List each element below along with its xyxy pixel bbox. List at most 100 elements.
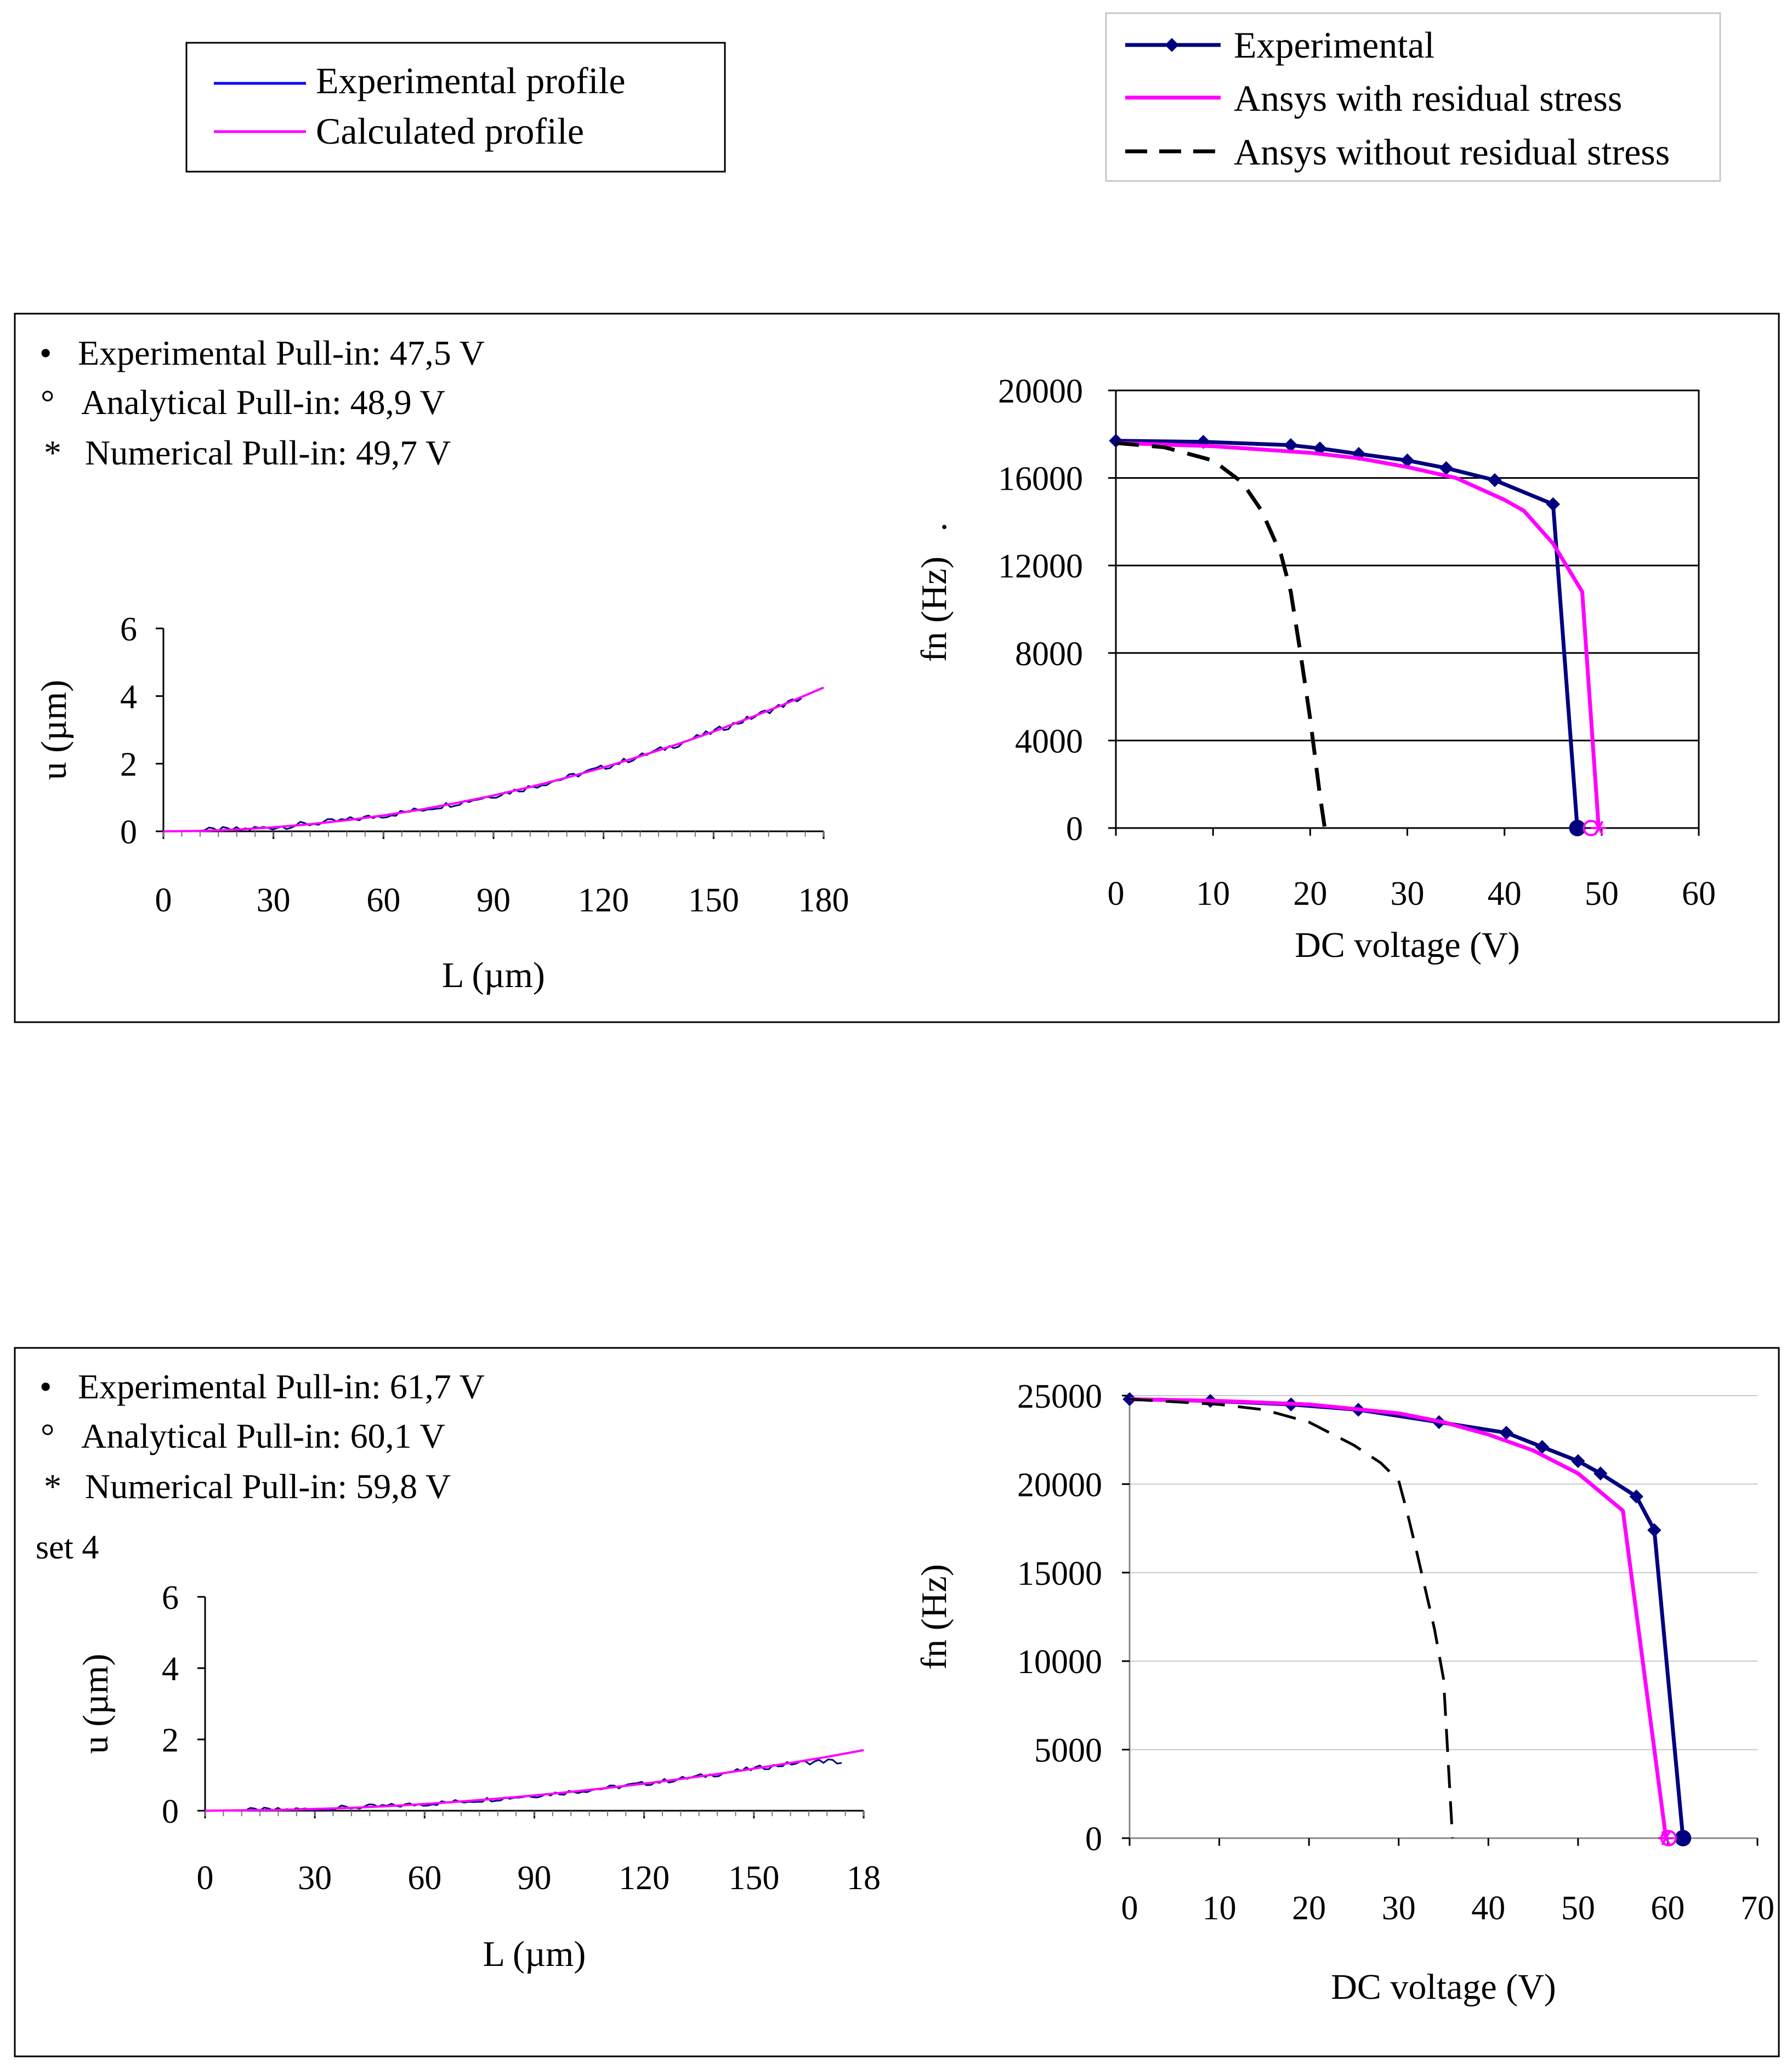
data-point-diamond — [1109, 434, 1123, 448]
y-tick-label: 6 — [120, 611, 137, 648]
pull-in-bullet: • — [39, 333, 52, 372]
frequency-legend-marker-0 — [1165, 38, 1179, 52]
x-tick-label: 10 — [1203, 1890, 1237, 1927]
frequency-legend-box — [1105, 12, 1721, 182]
y-tick-label: 15000 — [1017, 1555, 1102, 1592]
frequency-legend: Experimental Ansys with residual stress … — [1105, 12, 1721, 182]
series-line-ansys-with-residual-stress — [1129, 1397, 1668, 1839]
y-axis-label: u (µm) — [76, 1654, 116, 1754]
y-tick-label: 5000 — [1034, 1732, 1102, 1770]
data-point-diamond — [1535, 1439, 1550, 1454]
x-tick-label: 60 — [1651, 1890, 1685, 1927]
chart-frequency-2: 0 5000 10000 15000 20000 25000 0 10 20 30 40 50 60 70… — [914, 1378, 1774, 2007]
pull-in-text: Analytical Pull-in: 48,9 V — [81, 383, 445, 422]
pull-in-point-analytical — [1583, 820, 1600, 836]
y-tick-label: 20000 — [998, 373, 1083, 410]
x-tick-label: 90 — [518, 1860, 552, 1897]
x-tick-label: 120 — [619, 1860, 670, 1897]
data-point-diamond — [1593, 1466, 1608, 1481]
profile-legend-label-0: Experimental profile — [316, 60, 626, 101]
pull-in-text: Experimental Pull-in: 47,5 V — [78, 333, 485, 372]
y-axis-label-suffix: . — [914, 523, 954, 532]
x-tick-label: 30 — [1382, 1890, 1416, 1927]
pull-in-text: Numerical Pull-in: 59,8 V — [85, 1467, 451, 1506]
pull-in-text: Analytical Pull-in: 60,1 V — [81, 1416, 445, 1455]
pull-in-list-2: • Experimental Pull-in: 61,7 V ° Analyti… — [36, 1367, 485, 1566]
frequency-legend-label-2: Ansys without residual stress — [1234, 131, 1670, 173]
x-tick-label: 60 — [366, 882, 400, 919]
x-tick-label: 40 — [1471, 1890, 1505, 1927]
data-point-diamond — [1571, 1454, 1585, 1469]
data-point-diamond — [1122, 1392, 1137, 1407]
x-tick-label: 50 — [1585, 875, 1619, 912]
data-point-diamond — [1499, 1426, 1513, 1440]
x-tick-label: 30 — [257, 882, 291, 919]
y-tick-label: 0 — [1085, 1821, 1102, 1858]
pull-in-point-analytical — [1660, 1830, 1677, 1846]
frequency-legend-label-1: Ansys with residual stress — [1234, 77, 1622, 119]
profile-legend-label-1: Calculated profile — [316, 110, 584, 152]
x-tick-label: 0 — [1121, 1890, 1138, 1927]
x-tick-label: 150 — [688, 882, 739, 919]
x-tick-label: 90 — [477, 882, 511, 919]
x-tick-label: 120 — [578, 882, 629, 919]
series-line-experimental-profile — [163, 697, 802, 832]
x-tick-label: 30 — [1391, 875, 1425, 912]
series-line-experimental — [1129, 1397, 1685, 1839]
x-tick-label: 0 — [155, 882, 172, 919]
data-point-diamond — [1546, 497, 1560, 512]
x-tick-label: 180 — [798, 882, 849, 919]
x-tick-label: 18 — [847, 1860, 881, 1897]
y-tick-label: 4 — [162, 1651, 179, 1688]
x-tick-label: 20 — [1293, 875, 1327, 912]
y-tick-label: 0 — [1066, 810, 1083, 848]
series-line-calculated-profile — [163, 687, 824, 832]
y-tick-label: 4000 — [1015, 723, 1083, 760]
series-line-experimental — [1115, 439, 1579, 829]
x-axis-label: L (µm) — [442, 955, 545, 995]
y-tick-label: 4 — [120, 678, 137, 716]
pull-in-bullet: * — [44, 433, 61, 472]
y-axis-label: u (µm) — [34, 680, 74, 780]
x-tick-label: 20 — [1292, 1890, 1326, 1927]
pull-in-text: Numerical Pull-in: 49,7 V — [85, 433, 451, 472]
chart-frequency-1: 0 4000 8000 12000 16000 20000 0 10 20 30 40 50 60 DC … — [914, 373, 1716, 965]
data-point-diamond — [1629, 1489, 1643, 1504]
x-axis-label: L (µm) — [483, 1934, 586, 1974]
pull-in-text: Experimental Pull-in: 61,7 V — [78, 1367, 485, 1406]
data-point-diamond — [1647, 1523, 1661, 1538]
y-tick-label: 16000 — [998, 461, 1083, 498]
pull-in-bullet: ° — [41, 1416, 55, 1455]
panel-frame-2 — [14, 1347, 1780, 2057]
x-tick-label: 10 — [1196, 875, 1230, 912]
y-axis-label: fn (Hz) — [914, 1564, 954, 1669]
y-tick-label: 0 — [120, 814, 137, 851]
profile-legend-box — [185, 42, 726, 173]
x-axis-label: DC voltage (V) — [1295, 925, 1520, 965]
x-tick-label: 60 — [407, 1860, 441, 1897]
pull-in-point-experimental — [1569, 820, 1586, 836]
panel-frame-1 — [14, 313, 1780, 1023]
y-tick-label: 2 — [162, 1722, 179, 1759]
y-tick-label: 25000 — [1017, 1378, 1102, 1415]
y-tick-label: 20000 — [1017, 1466, 1102, 1504]
x-tick-label: 0 — [197, 1860, 214, 1897]
x-tick-label: 70 — [1740, 1890, 1774, 1927]
x-tick-label: 60 — [1682, 875, 1716, 912]
x-tick-label: 0 — [1108, 875, 1125, 912]
pull-in-bullet: • — [39, 1367, 52, 1406]
y-tick-label: 12000 — [998, 548, 1083, 585]
x-tick-label: 150 — [728, 1860, 779, 1897]
pull-in-list-1: • Experimental Pull-in: 47,5 V ° Analyti… — [39, 333, 485, 472]
frequency-legend-label-0: Experimental — [1234, 24, 1434, 66]
series-line-experimental-profile — [205, 1758, 842, 1812]
x-axis-label: DC voltage (V) — [1331, 1967, 1556, 2007]
y-axis-label: fn (Hz) — [914, 557, 954, 662]
data-point-diamond — [1488, 473, 1502, 488]
series-line-ansys-without-residual-stress — [1115, 441, 1327, 829]
pull-in-bullet: ° — [41, 383, 55, 422]
x-tick-label: 30 — [298, 1860, 332, 1897]
